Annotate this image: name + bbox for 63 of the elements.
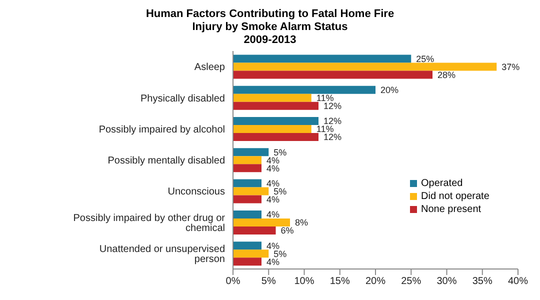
bar [233,210,262,218]
data-label: 4% [266,210,280,220]
data-label: 25% [416,54,434,64]
y-tick-label: Asleep [194,62,226,74]
x-tick-label: 20% [365,276,386,288]
data-label: 4% [266,240,280,251]
bar [233,195,262,204]
data-label: 6% [280,226,294,236]
x-tick-label: 40% [508,276,528,288]
data-label: 5% [274,186,287,197]
x-tick-label: 30% [436,276,457,288]
data-label: 8% [295,218,308,228]
data-label: 5% [274,248,287,259]
bar [233,156,262,164]
y-tick-label: Possibly mentally disabled [108,156,225,167]
data-label: 4% [266,178,280,189]
bar [233,86,376,94]
x-tick-label: 25% [401,276,422,288]
data-label: 4% [266,256,280,267]
y-tick-label: Unconscious [168,186,225,198]
x-tick-label: 10% [294,276,314,288]
chart-title: Human Factors Contributing to Fatal Home Fire Injury by Smoke Alarm Status [144,8,396,34]
data-label: 11% [316,93,334,104]
bar [233,250,269,258]
y-tick-label: Possibly impaired by alcohol [98,124,225,136]
bar [233,258,262,266]
data-label: 12% [324,116,342,126]
data-label: 5% [274,147,287,158]
y-tick-label: Unattended or unsupervised person [99,244,225,265]
bar [233,133,318,142]
data-label: 11% [316,124,334,134]
x-tick-label: 0% [226,276,240,288]
bar [233,226,276,234]
bar [233,179,262,188]
bar [233,54,412,63]
data-label: 12% [324,101,342,112]
y-tick-label: Physically disabled [140,93,225,104]
bar [233,94,312,102]
data-label: 37% [502,62,520,72]
bar [233,102,318,110]
bar [233,117,318,126]
bar [233,164,262,172]
bar [233,242,262,250]
data-label: 12% [324,132,342,142]
data-label: 4% [266,155,280,166]
bar [233,187,269,196]
data-label: 4% [266,194,280,205]
chart-subtitle: 2009-2013 [242,34,298,47]
data-label: 20% [380,85,399,96]
bar [233,218,290,226]
data-label: 28% [438,70,456,80]
bar [233,148,269,156]
x-tick-label: 5% [261,276,276,288]
y-tick-label: Possibly impaired by other drug or chemical [73,212,226,234]
legend-label: Operated [421,177,463,190]
data-label: 4% [266,163,280,174]
bar [233,62,497,71]
legend-label: None present [421,203,482,216]
bar [233,125,312,134]
legend-label: Did not operate [421,190,490,203]
x-tick-label: 35% [472,276,492,288]
x-tick-label: 15% [330,276,350,288]
bar [233,70,432,79]
